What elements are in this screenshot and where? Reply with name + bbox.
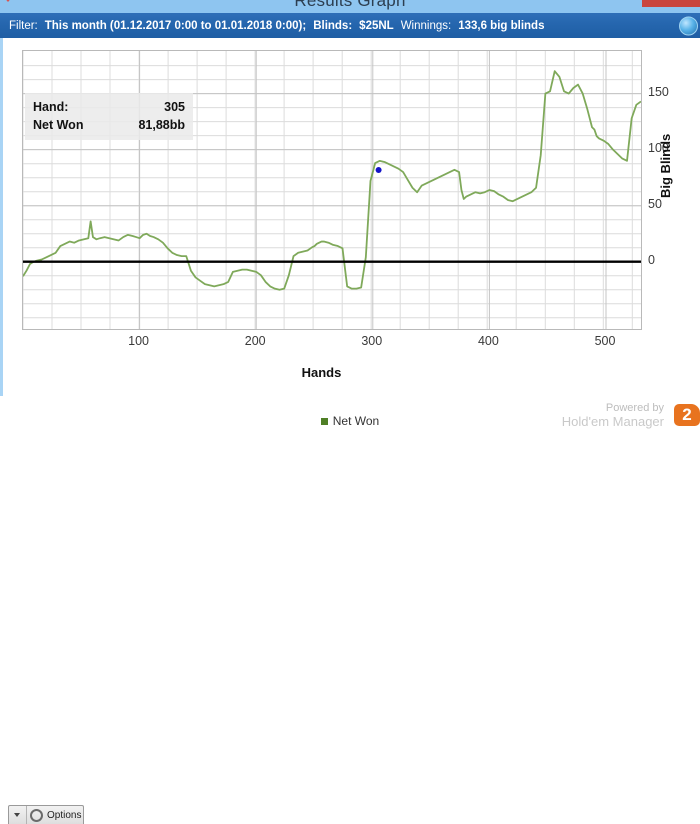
x-tick-label: 400 xyxy=(477,334,499,348)
blinds-label: Blinds: xyxy=(313,19,353,32)
tooltip-key: Hand: xyxy=(33,100,69,114)
y-tick-label: 100 xyxy=(648,140,669,155)
plot-area[interactable] xyxy=(22,50,642,330)
y-axis-title: Big Blinds xyxy=(658,133,673,198)
globe-icon[interactable] xyxy=(679,16,698,35)
x-tick-label: 100 xyxy=(128,334,150,348)
y-tick-label: 0 xyxy=(648,252,655,267)
holdem-manager-logo: 2 xyxy=(674,404,700,426)
tooltip-key: Net Won xyxy=(33,118,84,132)
window-title: Results Graph xyxy=(294,0,406,10)
y-tick-label: 50 xyxy=(648,196,662,211)
filter-bar: Filter: This month (01.12.2017 0:00 to 0… xyxy=(0,13,700,38)
x-tick-label: 500 xyxy=(594,334,616,348)
back-caret-icon[interactable] xyxy=(3,0,13,2)
powered-by-label: Powered by xyxy=(605,402,664,414)
options-button-label: Options xyxy=(47,809,82,821)
results-line-chart xyxy=(23,51,641,329)
blinds-value: $25NL xyxy=(359,19,394,32)
x-axis-title: Hands xyxy=(301,365,342,380)
legend-label: Net Won xyxy=(332,414,380,428)
divider xyxy=(26,806,27,824)
winnings-label: Winnings: xyxy=(400,19,452,32)
y-tick-label: 150 xyxy=(648,84,669,99)
tooltip-value: 81,88bb xyxy=(138,118,185,132)
x-tick-label: 200 xyxy=(244,334,266,348)
gear-icon xyxy=(30,808,43,822)
hover-tooltip: Hand: 305 Net Won 81,88bb xyxy=(25,93,193,140)
tooltip-value: 305 xyxy=(164,100,185,114)
window-titlebar: Results Graph xyxy=(0,0,700,13)
tooltip-row: Hand: 305 xyxy=(33,97,185,117)
chart-panel: 0 50 100 150 100 200 300 400 500 Hands Big Blin… xyxy=(0,38,700,396)
chevron-down-icon xyxy=(14,813,20,817)
close-button[interactable] xyxy=(642,0,700,7)
x-tick-label: 300 xyxy=(361,334,383,348)
legend-swatch xyxy=(320,417,328,425)
winnings-value: 133,6 big blinds xyxy=(458,19,545,32)
tooltip-row: Net Won 81,88bb xyxy=(33,115,185,135)
branding: Powered by Hold'em Manager xyxy=(562,402,664,428)
options-button[interactable]: Options xyxy=(8,805,84,824)
filter-value: This month (01.12.2017 0:00 to 01.01.201… xyxy=(44,19,307,32)
filter-label: Filter: xyxy=(9,19,38,32)
